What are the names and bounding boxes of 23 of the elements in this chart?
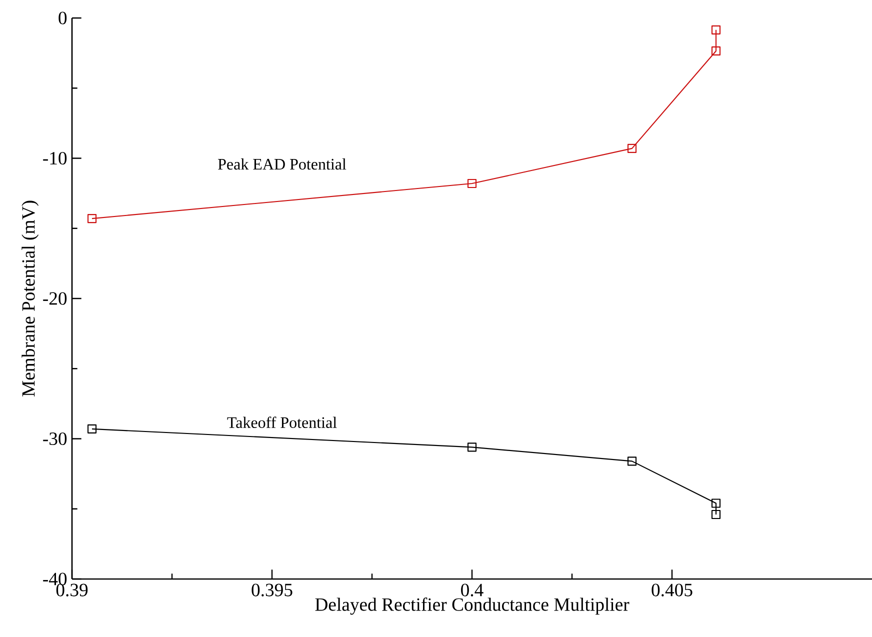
x-tick-label: 0.4 xyxy=(461,584,484,596)
y-tick-label: -30 xyxy=(43,432,67,446)
y-axis-title: Membrane Potential (mV) xyxy=(22,200,39,396)
point xyxy=(711,510,721,520)
series-label: Takeoff Potential xyxy=(227,416,337,428)
point xyxy=(467,442,477,452)
y-tick-label: -10 xyxy=(43,152,67,165)
y-tick-label: 0 xyxy=(58,12,67,24)
point xyxy=(87,214,97,224)
point xyxy=(627,144,637,153)
point xyxy=(467,178,477,188)
y-tick-label: -40 xyxy=(43,572,67,586)
y-tick-label: -20 xyxy=(43,292,67,305)
point xyxy=(711,25,721,34)
point xyxy=(711,46,721,56)
x-tick-label: 0.405 xyxy=(652,584,692,596)
x-axis-title: Delayed Rectifier Conductance Multiplier xyxy=(315,598,630,615)
point xyxy=(87,424,97,434)
point xyxy=(711,498,721,508)
x-tick-label: 0.395 xyxy=(252,584,292,596)
point xyxy=(627,456,637,466)
series-label: Peak EAD Potential xyxy=(218,158,346,170)
x-tick-label: 0.39 xyxy=(56,584,88,596)
